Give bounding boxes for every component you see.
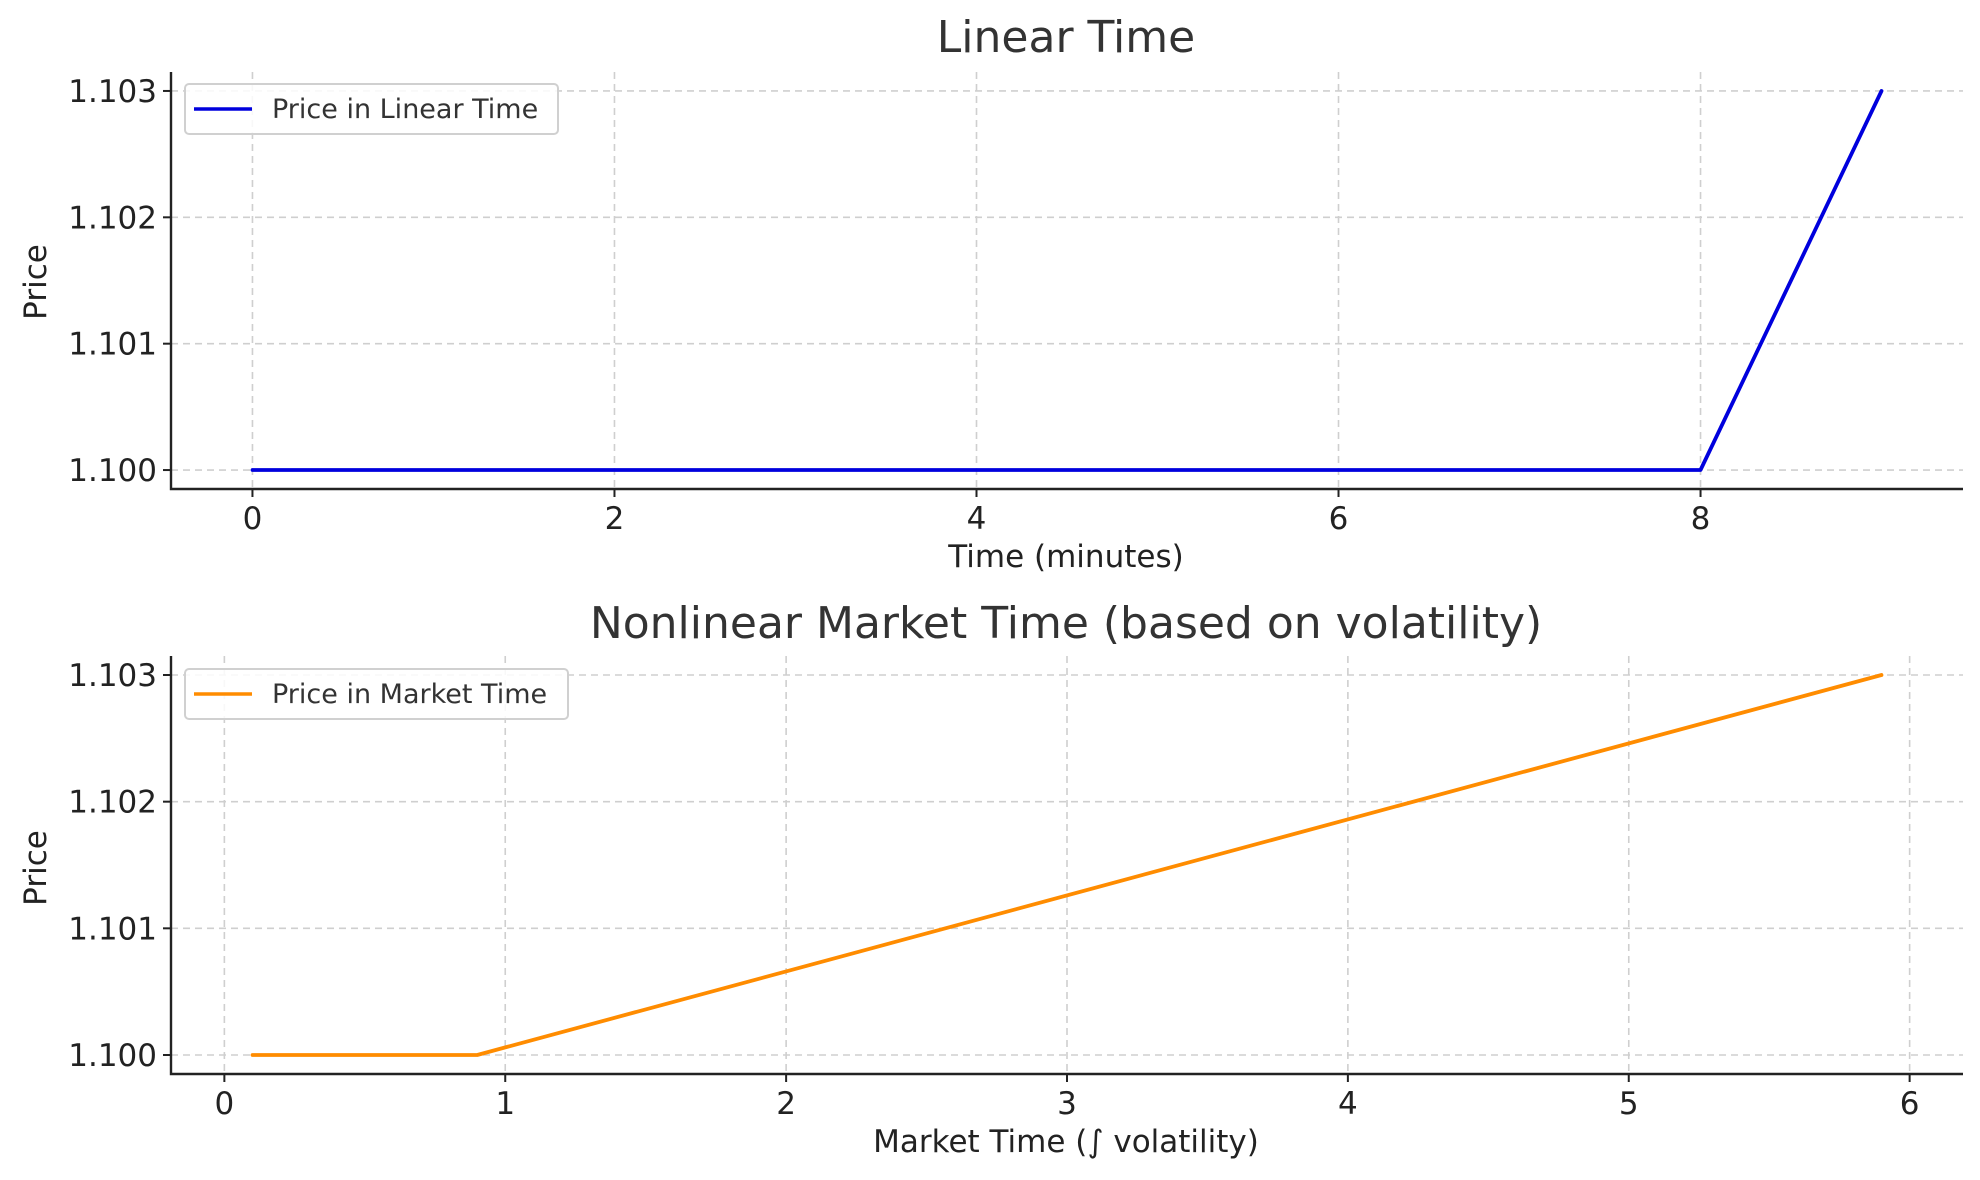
y-tick-label: 1.101 [68,327,157,363]
x-tick-label: 2 [605,501,625,537]
y-tick-label: 1.101 [68,911,157,947]
y-tick-label: 1.100 [68,1038,157,1074]
x-tick-label: 2 [776,1086,796,1122]
x-axis-label: Market Time (∫ volatility) [873,1124,1259,1160]
axes-spine [169,656,1963,1076]
y-axis-label: Price [18,244,54,320]
series-lines [250,673,1884,1057]
legend-box [184,668,569,720]
tick-marks [163,89,1702,497]
x-tick-label: 6 [1900,1086,1920,1122]
chart-title: Linear Time [937,12,1195,63]
series-line-0 [250,673,1884,1057]
y-tick-label: 1.103 [68,658,157,694]
y-tick-labels: 1.100 1.101 1.102 1.103 [68,658,157,1074]
y-tick-label: 1.102 [68,200,157,236]
y-tick-label: 1.102 [68,785,157,821]
x-tick-label: 6 [1329,501,1349,537]
x-tick-labels: 0 2 4 6 8 [243,501,1711,537]
x-tick-label: 0 [243,501,263,537]
tick-marks [163,674,1911,1082]
x-tick-label: 4 [1338,1086,1358,1122]
series-line-0 [250,89,1884,472]
grid [171,656,1963,1074]
y-tick-labels: 1.100 1.101 1.102 1.103 [68,74,157,489]
x-tick-label: 0 [214,1086,234,1122]
legend-label: Price in Market Time [272,679,547,710]
x-tick-label: 3 [1057,1086,1077,1122]
x-tick-label: 4 [967,501,987,537]
series-lines [250,89,1884,472]
legend-label: Price in Linear Time [272,94,538,125]
legend: Price in Linear Time [184,83,559,135]
x-tick-label: 5 [1619,1086,1639,1122]
x-axis-label: Time (minutes) [947,539,1183,575]
legend: Price in Market Time [184,668,569,720]
linear-time-chart: Linear Time 0 2 4 6 8 1.100 1.101 1.102 1.103 T… [18,12,1963,575]
x-tick-label: 1 [495,1086,515,1122]
y-axis-label: Price [18,830,54,906]
chart-title: Nonlinear Market Time (based on volatili… [590,598,1542,649]
x-tick-label: 8 [1691,501,1711,537]
legend-box [184,83,559,135]
axes-spine [169,72,1963,491]
y-tick-label: 1.103 [68,74,157,110]
market-time-chart: Nonlinear Market Time (based on volatili… [18,598,1963,1160]
y-tick-label: 1.100 [68,453,157,489]
x-tick-labels: 0 1 2 3 4 5 6 [214,1086,1919,1122]
